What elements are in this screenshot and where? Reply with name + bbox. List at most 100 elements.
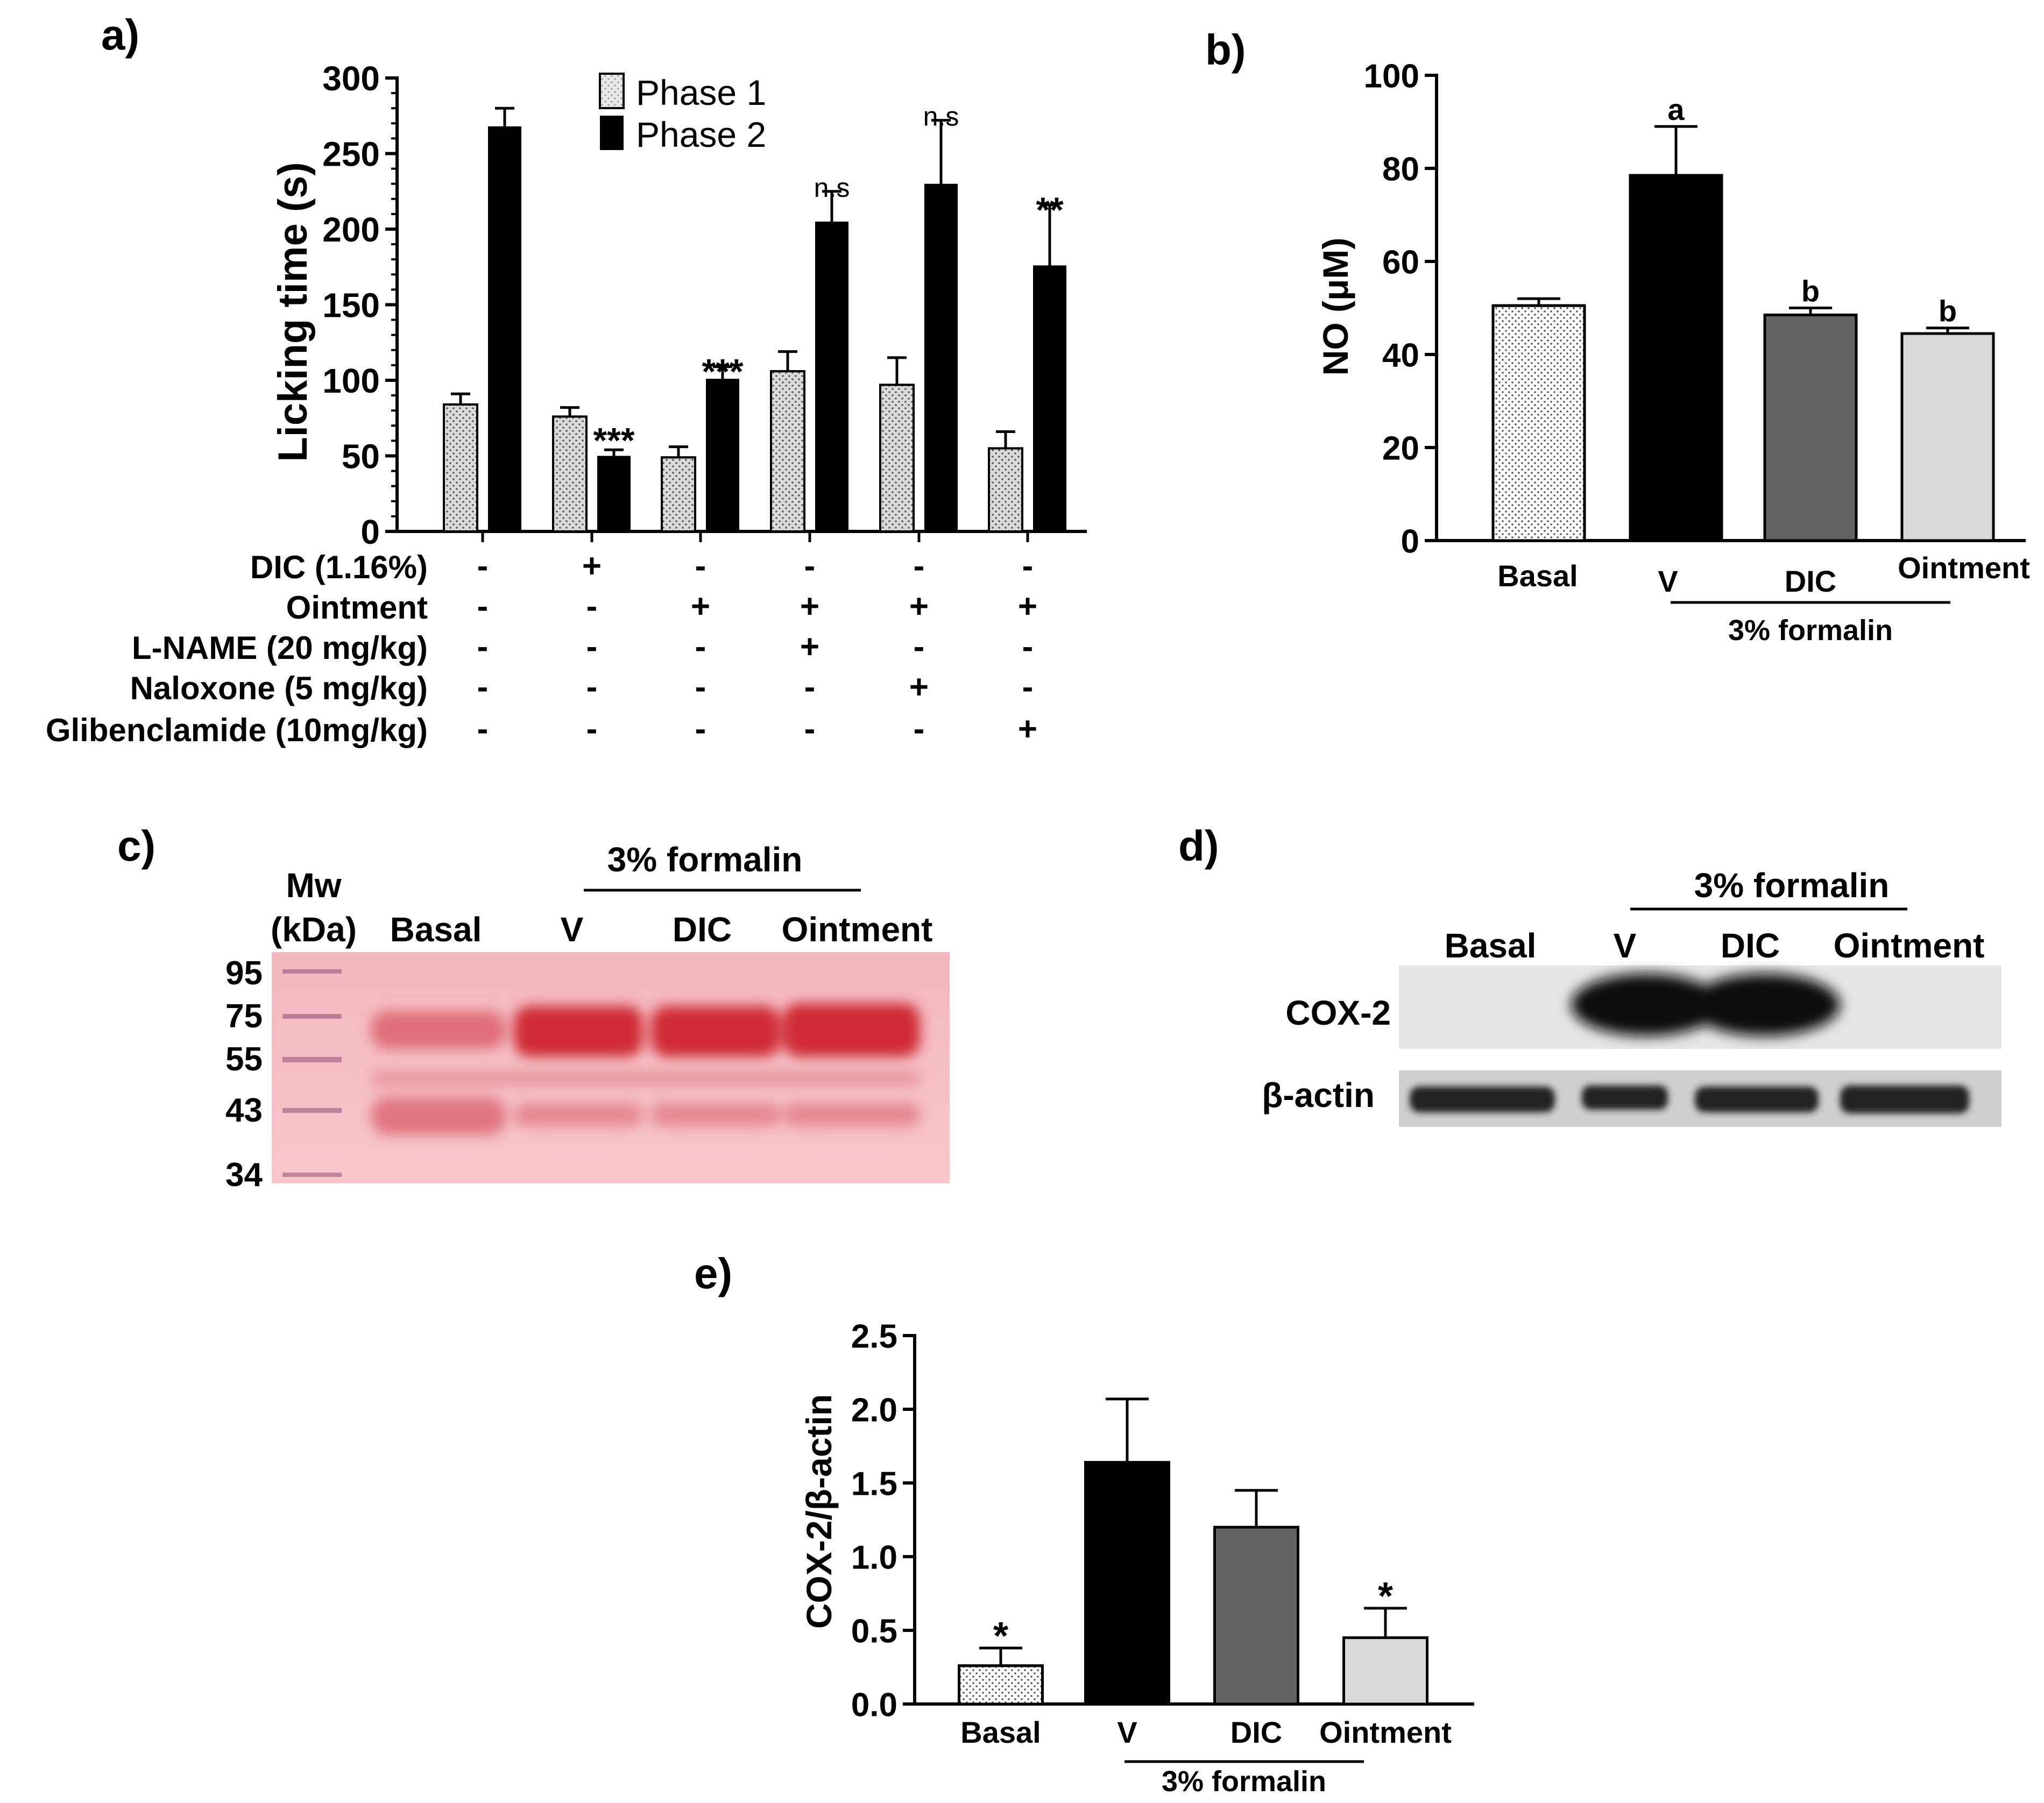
chart-b-y-tick-label: 80 [1382, 151, 1419, 188]
treatment-plus: + [909, 588, 929, 625]
chart-a-treatment-table: DIC (1.16%) - + - - - -Ointment - - + + + +L-NAME (2… [46, 548, 1037, 748]
blot-d-group-label: 3% formalin [1694, 866, 1890, 905]
x-tick-label: Basal [960, 1715, 1041, 1749]
treatment-minus: - [586, 588, 598, 625]
bar-v [1629, 174, 1723, 542]
chart-b-bars: Basal a Vb DIC b Ointment [1491, 93, 2030, 598]
treatment-label: Glibenclamide (10mg/kg) [46, 712, 428, 748]
treatment-plus: + [1018, 588, 1037, 625]
bar-phase2 [924, 183, 958, 531]
chart-a-bars [443, 107, 1066, 533]
blot-d-lane-v: V [1614, 926, 1637, 965]
gel-c-mw-75: 75 [225, 998, 263, 1035]
chart-e-bars: * Basal V DIC * Ointment [958, 1397, 1452, 1749]
bar-dic [1213, 1525, 1299, 1706]
treatment-minus: - [1022, 548, 1034, 585]
gel-c-lane-ointment: Ointment [782, 910, 933, 949]
significance-letter: a [1667, 93, 1685, 126]
blot-d-row-cox2: COX-2 [1285, 993, 1391, 1032]
bar-dic [1763, 313, 1858, 542]
treatment-plus: + [1018, 711, 1037, 748]
chart-e-y-tick-label: 1.0 [851, 1539, 897, 1576]
treatment-minus: - [477, 711, 489, 748]
bar-phase2 [597, 456, 631, 531]
treatment-minus: - [586, 628, 598, 665]
chart-e-y-tick-label: 0.0 [851, 1686, 897, 1723]
x-tick-label: Basal [1497, 559, 1578, 593]
significance-letter: b [1939, 294, 1957, 328]
treatment-plus: + [800, 628, 819, 665]
gel-c-mw-55: 55 [225, 1041, 263, 1078]
gel-c-lane-basal: Basal [390, 910, 482, 949]
treatment-minus: - [804, 548, 816, 585]
chart-e-y-tick-label: 2.0 [851, 1392, 897, 1429]
chart-a-legend: Phase 1 Phase 2 [599, 73, 766, 154]
treatment-label: DIC (1.16%) [250, 549, 428, 585]
x-tick-label: DIC [1785, 564, 1836, 598]
blot-d-lane-basal: Basal [1445, 926, 1537, 965]
x-tick-label: DIC [1230, 1715, 1282, 1749]
gel-c-mw-header-2: (kDa) [271, 910, 357, 949]
bar-ointment [1342, 1636, 1428, 1706]
blot-d-image [1399, 966, 2001, 1127]
chart-a-y-tick-label: 300 [322, 59, 380, 98]
treatment-plus: + [909, 669, 929, 706]
treatment-label: Naloxone (5 mg/kg) [130, 670, 428, 706]
chart-b-y-tick-label: 0 [1401, 523, 1419, 560]
chart-a-ylabel: Licking time (s) [270, 162, 316, 462]
bar-v [1084, 1461, 1170, 1706]
gel-c-lane-v: V [561, 910, 584, 949]
panel-label-a: a) [101, 11, 139, 59]
chart-b-y-tick-label: 20 [1382, 430, 1419, 467]
treatment-minus: - [914, 711, 925, 748]
treatment-minus: - [695, 711, 706, 748]
treatment-minus: - [914, 548, 925, 585]
bar-phase2 [488, 126, 521, 532]
bar-phase1-pattern [443, 403, 478, 533]
blot-d-lane-dic: DIC [1721, 926, 1780, 965]
legend-swatch-phase2 [600, 116, 624, 150]
gel-c-group-label: 3% formalin [607, 840, 803, 879]
panel-label-c: c) [117, 822, 155, 870]
treatment-plus: + [800, 588, 819, 625]
treatment-minus: - [804, 669, 816, 706]
chart-a: 0 50 100 150 200 250 300 *** *** n.s n.s ** Lickin… [46, 59, 1087, 748]
chart-b-y-tick-label: 60 [1382, 244, 1419, 281]
gel-c-mw-95: 95 [225, 955, 263, 992]
chart-a-annotation: *** [702, 352, 743, 392]
chart-e: 0.0 0.5 1.0 1.5 2.0 2.5 * Basal V DIC * Ointment C… [799, 1318, 1474, 1798]
treatment-label: Ointment [286, 590, 428, 626]
bar-ointment [1900, 332, 1995, 542]
chart-a-annotation: ** [1036, 190, 1064, 230]
significance-letter: b [1801, 274, 1820, 308]
bar-phase2 [1033, 265, 1066, 531]
treatment-minus: - [477, 548, 489, 585]
chart-a-y-tick-label: 100 [322, 361, 380, 400]
chart-e-y-tick-label: 2.5 [851, 1318, 897, 1355]
chart-a-y-tick-label: 50 [342, 437, 380, 476]
bar-pattern [958, 1664, 1044, 1706]
panel-label-e: e) [694, 1250, 732, 1297]
gel-c-image [272, 952, 950, 1183]
chart-a-y-tick-label: 0 [360, 513, 380, 551]
gel-c-mw-34: 34 [225, 1156, 263, 1194]
gel-c-lane-dic: DIC [673, 910, 732, 949]
chart-b: 0 20 40 60 80 100 Basal a Vb DIC b Ointment NO (μM… [1315, 58, 2030, 647]
bar-phase1-pattern [879, 384, 915, 533]
bar-phase1-pattern [661, 456, 696, 533]
x-tick-label: V [1658, 564, 1678, 598]
chart-a-annotation: *** [593, 421, 634, 460]
chart-b-y-tick-label: 100 [1364, 58, 1419, 95]
chart-a-annotations: *** *** n.s n.s ** [593, 102, 1064, 460]
significance-star: * [993, 1615, 1008, 1658]
bar-phase2 [706, 379, 739, 531]
treatment-minus: - [804, 711, 816, 748]
chart-a-y-tick-label: 250 [322, 135, 380, 174]
chart-a-axes: 0 50 100 150 200 250 300 [322, 59, 1087, 551]
gel-c-mw-43: 43 [225, 1092, 263, 1129]
legend-swatch-phase1-fill [599, 73, 625, 109]
treatment-minus: - [695, 669, 706, 706]
blot-d: 3% formalin Basal V DIC Ointment COX-2 β… [1262, 866, 2001, 1127]
chart-a-annotation: n.s [923, 102, 959, 132]
